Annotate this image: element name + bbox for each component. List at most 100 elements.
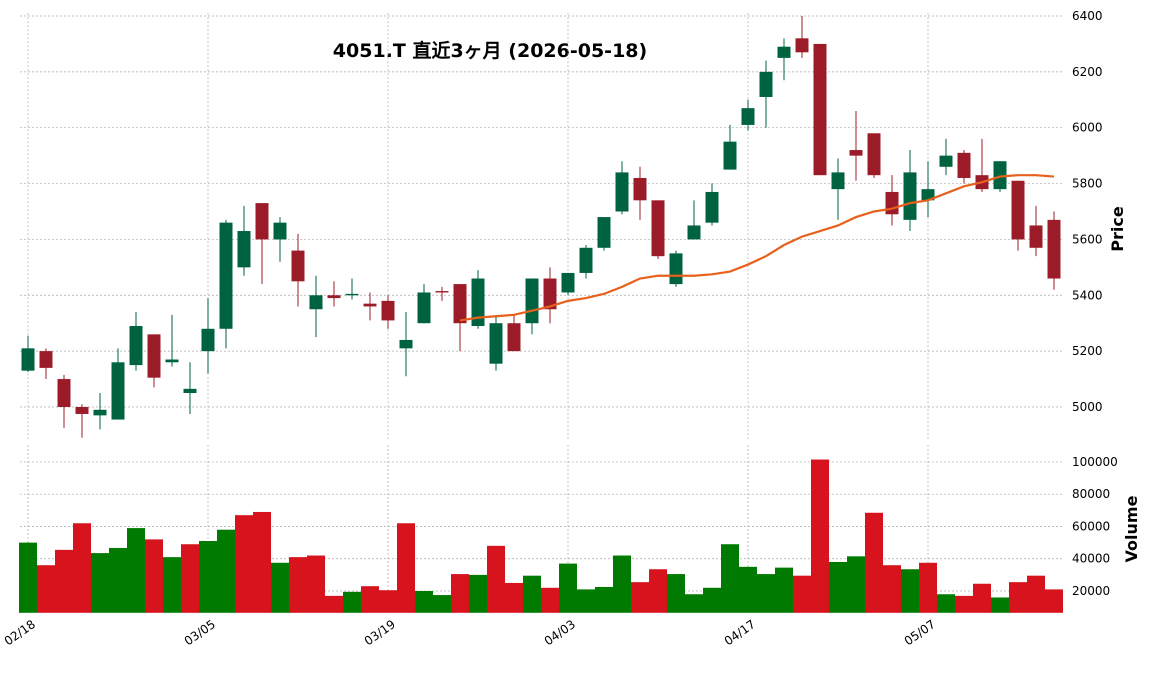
- candle-body: [543, 278, 557, 310]
- candle-body: [147, 334, 161, 378]
- volume-bar: [397, 523, 415, 613]
- volume-bar: [55, 549, 73, 613]
- candle-body: [795, 38, 809, 53]
- candle-body: [525, 278, 539, 324]
- candle-body: [507, 323, 521, 352]
- candle-body: [1011, 180, 1025, 240]
- candle-body: [183, 388, 197, 394]
- y-tick-label: 5400: [1072, 288, 1103, 302]
- volume-bar: [883, 565, 901, 613]
- candle-body: [93, 409, 107, 416]
- candle-body: [39, 351, 53, 368]
- volume-bar: [109, 547, 127, 613]
- volume-bar: [361, 586, 379, 613]
- y-tick-label: 5600: [1072, 232, 1103, 246]
- volume-bar: [253, 511, 271, 613]
- candle-body: [615, 172, 629, 212]
- volume-bar: [73, 523, 91, 613]
- candle-body: [273, 222, 287, 240]
- candle-body: [579, 247, 593, 273]
- volume-tick-label: 20000: [1072, 584, 1110, 598]
- candle-body: [165, 359, 179, 363]
- candle-body: [471, 278, 485, 326]
- volume-bar: [775, 567, 793, 613]
- volume-bar: [595, 586, 613, 613]
- candle-body: [885, 191, 899, 215]
- volume-bar: [451, 574, 469, 613]
- candle-body: [291, 250, 305, 282]
- volume-bar: [37, 565, 55, 613]
- candle-body: [489, 323, 503, 364]
- x-tick-label: 04/17: [722, 617, 758, 648]
- volume-bar: [433, 595, 451, 613]
- volume-bar: [487, 545, 505, 613]
- volume-bar: [469, 574, 487, 613]
- candle-body: [903, 172, 917, 220]
- candle-body: [309, 295, 323, 310]
- y-tick-label: 6200: [1072, 65, 1103, 79]
- volume-bar: [559, 563, 577, 613]
- candle-body: [399, 339, 413, 349]
- candle-body: [417, 292, 431, 324]
- x-tick-label: 03/19: [362, 617, 398, 648]
- chart-title: 4051.T 直近3ヶ月 (2026-05-18): [333, 39, 647, 62]
- candle-body: [741, 108, 755, 125]
- volume-bar: [703, 587, 721, 613]
- volume-bar: [991, 597, 1009, 613]
- volume-bar: [649, 569, 667, 613]
- volume-bar: [901, 569, 919, 613]
- volume-bar: [793, 575, 811, 613]
- volume-bar: [847, 556, 865, 613]
- volume-bar: [1027, 575, 1045, 613]
- volume-tick-label: 60000: [1072, 519, 1110, 533]
- volume-bar: [145, 539, 163, 613]
- candle-body: [777, 46, 791, 58]
- candle-body: [435, 291, 449, 293]
- volume-bar: [343, 591, 361, 613]
- volume-bar: [829, 561, 847, 613]
- candle-body: [453, 284, 467, 324]
- y-axis-label: Price: [1108, 206, 1127, 252]
- candle-body: [705, 191, 719, 223]
- candle-body: [669, 253, 683, 285]
- volume-bar: [19, 542, 37, 613]
- x-tick-label: 04/03: [542, 617, 578, 648]
- volume-bar: [415, 591, 433, 613]
- candle-body: [57, 379, 71, 407]
- x-tick-label: 03/05: [182, 617, 218, 648]
- volume-bar: [271, 562, 289, 613]
- candle-body: [237, 231, 251, 268]
- volume-bar: [379, 590, 397, 613]
- candle-body: [219, 222, 233, 329]
- candle-body: [345, 293, 359, 296]
- x-tick-label: 02/18: [2, 617, 38, 648]
- candle-body: [363, 303, 377, 307]
- volume-bar: [577, 589, 595, 613]
- candle-body: [993, 161, 1007, 190]
- candle-body: [867, 133, 881, 176]
- volume-bar: [685, 594, 703, 613]
- volume-bar: [199, 541, 217, 613]
- candle-body: [561, 272, 575, 293]
- volume-bar: [217, 529, 235, 613]
- candle-body: [1029, 225, 1043, 248]
- volume-bar: [865, 512, 883, 613]
- candle-body: [1047, 219, 1061, 279]
- volume-tick-label: 40000: [1072, 552, 1110, 566]
- volume-bar: [127, 528, 145, 613]
- candle-body: [129, 325, 143, 366]
- volume-bar: [613, 555, 631, 613]
- y-tick-label: 5800: [1072, 177, 1103, 191]
- volume-bar: [631, 582, 649, 613]
- volume-bar: [739, 566, 757, 613]
- candle-body: [849, 150, 863, 156]
- candle-body: [633, 177, 647, 201]
- volume-bar: [325, 595, 343, 613]
- volume-bar: [91, 553, 109, 613]
- x-tick-label: 05/07: [902, 617, 938, 648]
- candle-body: [651, 200, 665, 257]
- volume-bar: [541, 587, 559, 613]
- moving-average: [459, 174, 1055, 322]
- volume-bar: [163, 557, 181, 613]
